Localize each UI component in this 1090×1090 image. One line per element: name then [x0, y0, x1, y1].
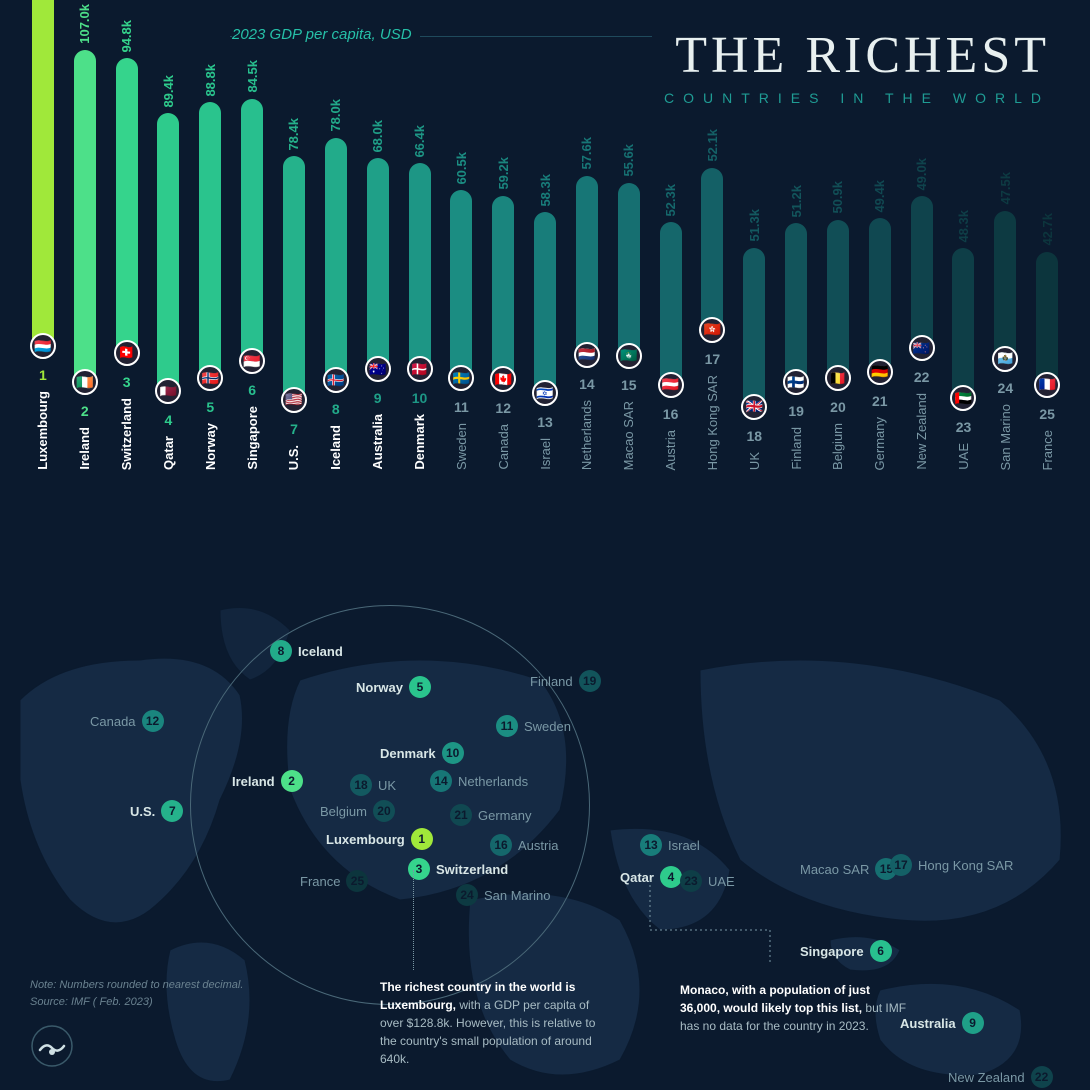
- map-country-label: Canada: [90, 714, 136, 729]
- map-country-label: Singapore: [800, 944, 864, 959]
- map-country-badge: 21 Germany: [450, 804, 531, 826]
- rank-badge: 14: [430, 770, 452, 792]
- map-country-badge: 2 Ireland: [232, 770, 303, 792]
- map-country-label: U.S.: [130, 804, 155, 819]
- map-country-badge: 24 San Marino: [456, 884, 550, 906]
- flag-icon: 🇦🇹: [658, 372, 684, 398]
- map-country-badge: 20 Belgium: [320, 800, 395, 822]
- map-country-badge: 13 Israel: [640, 834, 700, 856]
- map-country-label: San Marino: [484, 888, 550, 903]
- map-country-label: New Zealand: [948, 1070, 1025, 1085]
- flag-icon: 🇸🇲: [992, 346, 1018, 372]
- rank-badge: 2: [281, 770, 303, 792]
- source-line: Source: IMF ( Feb. 2023): [30, 994, 243, 1011]
- rank-badge: 8: [270, 640, 292, 662]
- map-country-label: Hong Kong SAR: [918, 858, 1013, 873]
- map-country-badge: 25 France: [300, 870, 368, 892]
- flag-icon: 🇮🇪: [72, 369, 98, 395]
- rank-badge: 10: [442, 742, 464, 764]
- map-country-label: Finland: [530, 674, 573, 689]
- map-country-badge: 10 Denmark: [380, 742, 464, 764]
- map-country-badge: 6 Singapore: [800, 940, 892, 962]
- map-country-label: Germany: [478, 808, 531, 823]
- flag-icon: 🇨🇭: [114, 340, 140, 366]
- flag-icon: 🇩🇪: [867, 359, 893, 385]
- map-country-badge: 3 Switzerland: [408, 858, 508, 880]
- flag-icon: 🇧🇪: [825, 365, 851, 391]
- map-country-label: Switzerland: [436, 862, 508, 877]
- rank-badge: 11: [496, 715, 518, 737]
- map-country-badge: 19 Finland: [530, 670, 601, 692]
- rank-badge: 17: [890, 854, 912, 876]
- flag-icon: 🇮🇸: [323, 367, 349, 393]
- map-country-label: Iceland: [298, 644, 343, 659]
- connector-line: [413, 870, 414, 970]
- rank-badge: 19: [579, 670, 601, 692]
- map-country-badge: 9Australia: [900, 1012, 984, 1034]
- rank-badge: 25: [346, 870, 368, 892]
- rank-badge: 20: [373, 800, 395, 822]
- flag-icon: 🇩🇰: [407, 356, 433, 382]
- flag-icon: 🇳🇿: [909, 335, 935, 361]
- note-luxembourg: The richest country in the world is Luxe…: [380, 978, 610, 1068]
- rank-badge: 7: [161, 800, 183, 822]
- rank-badge: 1: [411, 828, 433, 850]
- rank-badge: 22: [1031, 1066, 1053, 1088]
- map-country-badge: 7 U.S.: [130, 800, 183, 822]
- map-country-badge: 18 UK: [350, 774, 396, 796]
- flag-icon: 🇭🇰: [699, 317, 725, 343]
- map-country-badge: 15Macao SAR: [800, 858, 897, 880]
- map-country-badge: 11 Sweden: [496, 715, 571, 737]
- note-monaco: Monaco, with a population of just 36,000…: [680, 981, 910, 1035]
- map-country-badge: 12 Canada: [90, 710, 164, 732]
- map-country-label: France: [300, 874, 340, 889]
- rank-badge: 24: [456, 884, 478, 906]
- rank-badge: 18: [350, 774, 372, 796]
- map-country-badge: 22 New Zealand: [948, 1066, 1053, 1088]
- map-country-badge: 8 Iceland: [270, 640, 343, 662]
- rank-badge: 9: [962, 1012, 984, 1034]
- map-country-label: Denmark: [380, 746, 436, 761]
- world-map: [0, 0, 1090, 1090]
- flag-icon: 🇱🇺: [30, 333, 56, 359]
- map-country-badge: 1 Luxembourg: [326, 828, 433, 850]
- publisher-logo-icon: [30, 1024, 74, 1068]
- map-country-label: Sweden: [524, 719, 571, 734]
- map-country-badge: 5 Norway: [356, 676, 431, 698]
- map-country-label: Israel: [668, 838, 700, 853]
- map-country-badge: 14 Netherlands: [430, 770, 528, 792]
- rank-badge: 3: [408, 858, 430, 880]
- source-note: Note: Numbers rounded to nearest decimal…: [30, 977, 243, 1010]
- rank-badge: 5: [409, 676, 431, 698]
- map-country-label: UK: [378, 778, 396, 793]
- flag-icon: 🇳🇱: [574, 342, 600, 368]
- map-country-label: Austria: [518, 838, 558, 853]
- flag-icon: 🇫🇷: [1034, 372, 1060, 398]
- flag-icon: 🇺🇸: [281, 387, 307, 413]
- rank-badge: 21: [450, 804, 472, 826]
- map-country-badge: 16 Austria: [490, 834, 558, 856]
- map-country-label: Luxembourg: [326, 832, 405, 847]
- rank-badge: 13: [640, 834, 662, 856]
- rank-badge: 16: [490, 834, 512, 856]
- source-line: Note: Numbers rounded to nearest decimal…: [30, 977, 243, 994]
- map-country-label: Macao SAR: [800, 862, 869, 877]
- map-country-badge: 17 Hong Kong SAR: [890, 854, 1013, 876]
- rank-badge: 12: [142, 710, 164, 732]
- map-country-label: Ireland: [232, 774, 275, 789]
- map-country-label: Netherlands: [458, 774, 528, 789]
- note-bold: Monaco, with a population of just 36,000…: [680, 983, 870, 1015]
- map-country-label: Norway: [356, 680, 403, 695]
- connector-line: [640, 880, 790, 970]
- map-country-label: Belgium: [320, 804, 367, 819]
- flag-icon: 🇲🇴: [616, 343, 642, 369]
- flag-icon: 🇦🇺: [365, 356, 391, 382]
- rank-badge: 6: [870, 940, 892, 962]
